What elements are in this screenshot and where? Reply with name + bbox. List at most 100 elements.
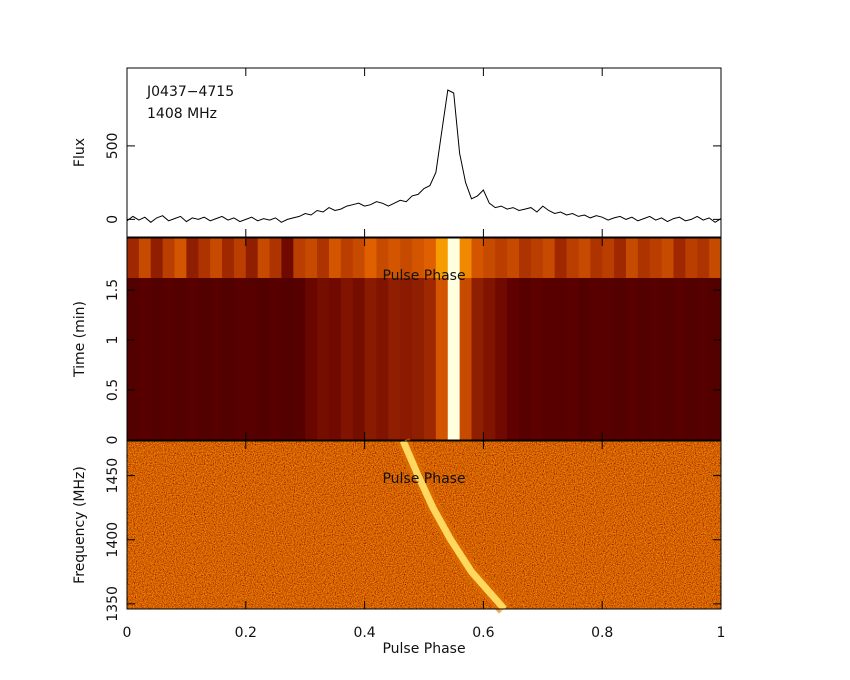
heatmap-cell [269, 238, 282, 278]
heatmap-cell [495, 238, 508, 278]
x-axis-label: Pulse Phase [382, 268, 465, 284]
heatmap-cell [162, 278, 176, 440]
heatmap-cell [388, 278, 401, 440]
heatmap-cell [245, 278, 259, 440]
heatmap-cell [447, 278, 461, 440]
profile-line [126, 89, 722, 223]
heatmap-cell [530, 278, 544, 440]
heatmap-cell [328, 278, 342, 440]
heatmap-cell [483, 278, 496, 440]
heatmap-cell [352, 238, 366, 278]
heatmap-cell [554, 238, 568, 278]
heatmap-cell [340, 238, 354, 278]
heatmap-cell [483, 238, 496, 278]
heatmap-cell [507, 238, 520, 278]
axes-frame [126, 237, 722, 441]
heatmap-cell [281, 238, 294, 278]
heatmap-cell [519, 238, 532, 278]
x-tick-label: 0.6 [472, 625, 494, 641]
x-tick-label: 0 [123, 625, 132, 641]
heatmap-cell [697, 278, 710, 440]
heatmap-cell [495, 278, 508, 440]
heatmap-cell [352, 278, 366, 440]
x-tick-label: 0.8 [591, 625, 613, 641]
y-axis-label: Frequency (MHz) [72, 466, 88, 584]
x-axis-label: Pulse Phase [382, 641, 465, 657]
heatmap-cell [281, 278, 294, 440]
heatmap-cell [210, 238, 223, 278]
heatmap-cell [685, 278, 698, 440]
heatmap-cell [637, 278, 651, 440]
y-tick-label: 1350 [105, 586, 121, 622]
heatmap-cell [293, 238, 306, 278]
axes-frame [126, 440, 722, 610]
axes-frame [126, 67, 722, 238]
heatmap-cell [364, 238, 377, 278]
heatmap-cell [150, 278, 164, 440]
heatmap-cell [566, 238, 579, 278]
heatmap-cell [186, 238, 199, 278]
heatmap-cell [507, 278, 520, 440]
heatmap-cell [471, 238, 484, 278]
annotation: 1408 MHz [147, 106, 217, 122]
heatmap-cell [435, 278, 449, 440]
heatmap-cell [625, 278, 639, 440]
heatmap-cell [400, 238, 413, 278]
heatmap-cell [127, 238, 140, 278]
heatmap-cell [661, 278, 674, 440]
heatmap-cell [625, 238, 639, 278]
heatmap-cell [637, 238, 651, 278]
heatmap-cell [222, 238, 235, 278]
heatmap-cell [614, 278, 627, 440]
heatmap-cell [340, 278, 354, 440]
heatmap-cell [614, 238, 627, 278]
heatmap-cell [127, 278, 140, 440]
heatmap-cell [590, 238, 603, 278]
heatmap-cell [566, 278, 579, 440]
heatmap-cell [317, 278, 330, 440]
heatmap-cell [388, 238, 401, 278]
heatmap-cell [269, 278, 282, 440]
heatmap-cell [424, 278, 437, 440]
heatmap-cell [257, 278, 271, 440]
y-tick-label: 1450 [105, 458, 121, 494]
annotation: Pulse Phase [382, 471, 465, 487]
heatmap-cell [198, 278, 211, 440]
heatmap-cell [435, 238, 449, 278]
heatmap-cell [649, 238, 663, 278]
heatmap-cell [471, 278, 484, 440]
heatmap-cell [293, 278, 306, 440]
heatmap-cell [673, 278, 686, 440]
heatmap-cell [245, 238, 259, 278]
heatmap-cell [257, 238, 271, 278]
annotation: J0437−4715 [146, 84, 234, 100]
heatmap-cell [328, 238, 342, 278]
heatmap-cell [174, 238, 187, 278]
y-tick-label: 0 [105, 215, 121, 224]
heatmap-cell [210, 278, 223, 440]
heatmap-cell [709, 278, 722, 440]
heatmap-cell [649, 278, 663, 440]
heatmap-cell [174, 278, 187, 440]
heatmap-cell [685, 238, 698, 278]
y-tick-label: 1400 [105, 522, 121, 558]
heatmap-cell [542, 278, 556, 440]
heatmap-cell [317, 238, 330, 278]
heatmap-cell [412, 238, 425, 278]
y-tick-label: 1.5 [105, 279, 121, 301]
heatmap-cell [376, 238, 389, 278]
heatmap-cell [364, 278, 377, 440]
heatmap-cell [198, 238, 211, 278]
y-tick-label: 1 [105, 336, 121, 345]
heatmap-cell [150, 238, 164, 278]
heatmap-cell [709, 238, 722, 278]
heatmap-cell [305, 278, 318, 440]
heatmap-cell [412, 278, 425, 440]
y-axis-label: Time (min) [72, 301, 88, 378]
heatmap-cell [697, 238, 710, 278]
heatmap-cell [162, 238, 176, 278]
heatmap-cell [519, 278, 532, 440]
y-axis-label: Flux [72, 138, 88, 167]
x-tick-label: 1 [717, 625, 726, 641]
